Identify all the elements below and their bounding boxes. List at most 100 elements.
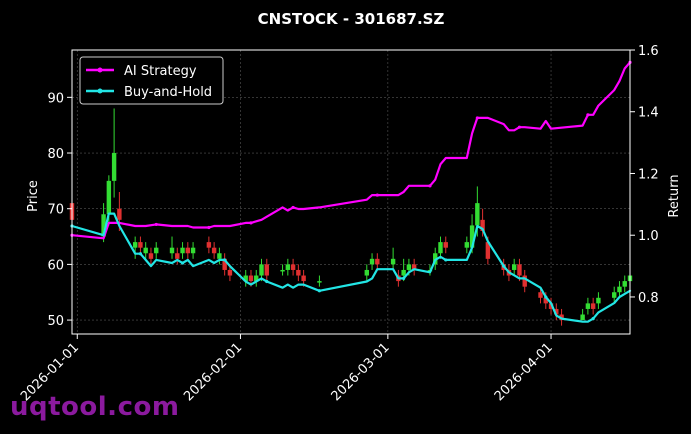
candle-body [254,275,259,282]
candle-body [443,242,448,248]
legend-label-ai: AI Strategy [124,64,197,79]
candle-body [401,269,406,276]
series-point [444,258,448,262]
series-point [375,193,379,197]
candle-body [206,242,212,248]
candle-body [375,258,380,265]
candle-body [590,303,596,309]
candle-body [169,247,175,254]
y-right-tick-label: 0.8 [638,291,659,306]
candle-body [317,281,322,283]
y-left-tick-label: 90 [47,91,64,106]
series-line-buy-and-hold [70,212,632,323]
candle-body [369,258,375,265]
y-left-tick-label: 50 [47,314,64,329]
candle-body [543,297,548,304]
y-right-tick-label: 1.4 [638,106,659,121]
candle-body [132,242,138,248]
candle-body [464,242,470,248]
candle-body [211,247,217,254]
y-left-tick-label: 70 [47,203,64,218]
y-axis-left-label: Price [26,180,41,212]
y-axis-left: 50 60 70 80 90 [47,91,72,329]
candle-body [438,242,443,254]
candles [69,108,633,326]
candle-body [480,219,485,231]
candle-body [285,264,291,270]
x-tick-label: 2026-02-01 [181,340,245,404]
candle-body [190,247,196,254]
candle-body [175,253,180,259]
candle-body [138,242,143,248]
candle-body [117,208,122,220]
candle-body [259,264,264,276]
candle-body [248,275,254,282]
series-point [402,276,406,281]
series-point [154,222,158,227]
candle-body [301,275,306,282]
series-point [475,116,479,120]
watermark: uqtool.com [10,392,180,422]
candle-body [485,242,491,259]
candle-body [548,303,554,309]
candle-body [469,225,475,248]
candle-body [580,314,585,321]
chart-title: CNSTOCK - 301687.SZ [258,10,445,28]
series-point [428,184,432,188]
y-left-tick-label: 60 [47,258,64,273]
series-point [207,225,211,230]
candle-body [585,303,591,309]
x-tick-label: 2026-04-01 [492,340,556,404]
y-right-tick-label: 1.6 [638,44,659,59]
candle-body [538,292,543,298]
candle-body [111,153,117,181]
legend: AI Strategy Buy-and-Hold [79,56,224,105]
candle-body [617,286,622,293]
legend-marker-ai [97,67,103,73]
y-left-tick-label: 80 [47,147,64,162]
candle-body [364,269,369,276]
series-point [180,261,185,265]
candle-body [143,247,148,254]
candle-body [101,214,106,237]
candle-body [148,253,154,259]
candle-body [290,264,296,270]
series-point [517,125,522,129]
series-point [586,113,590,117]
series-point [591,316,595,321]
candle-body [243,275,248,282]
candle-body [559,314,564,321]
candle-body [511,264,517,270]
series-point [291,205,295,210]
candle-body [406,264,412,270]
candle-body [217,253,222,259]
candle-body [106,180,112,215]
candle-body [264,264,269,276]
y-right-tick-label: 1.0 [638,229,659,244]
candle-body [612,292,617,298]
y-right-tick-label: 1.2 [638,167,659,182]
candle-body [554,308,559,315]
candle-body [154,247,159,254]
x-tick-label: 2026-03-01 [329,340,393,404]
candle-body [185,247,191,254]
series-point [249,221,253,225]
series-point [265,279,269,284]
series-point [544,295,548,299]
candle-body [517,264,522,276]
series-point [502,264,506,268]
series-lines [70,60,632,323]
candle-body [390,258,396,265]
y-axis-right: 0.8 1.0 1.2 1.4 1.6 [630,44,659,306]
candle-body [622,281,627,287]
candle-body [522,275,527,287]
legend-marker-bh [97,88,103,94]
candle-body [596,297,601,304]
candle-body [227,269,233,276]
candle-body [475,203,480,226]
candle-body [411,264,417,270]
candle-body [296,269,301,276]
candle-body [180,247,185,254]
series-point [317,289,322,293]
